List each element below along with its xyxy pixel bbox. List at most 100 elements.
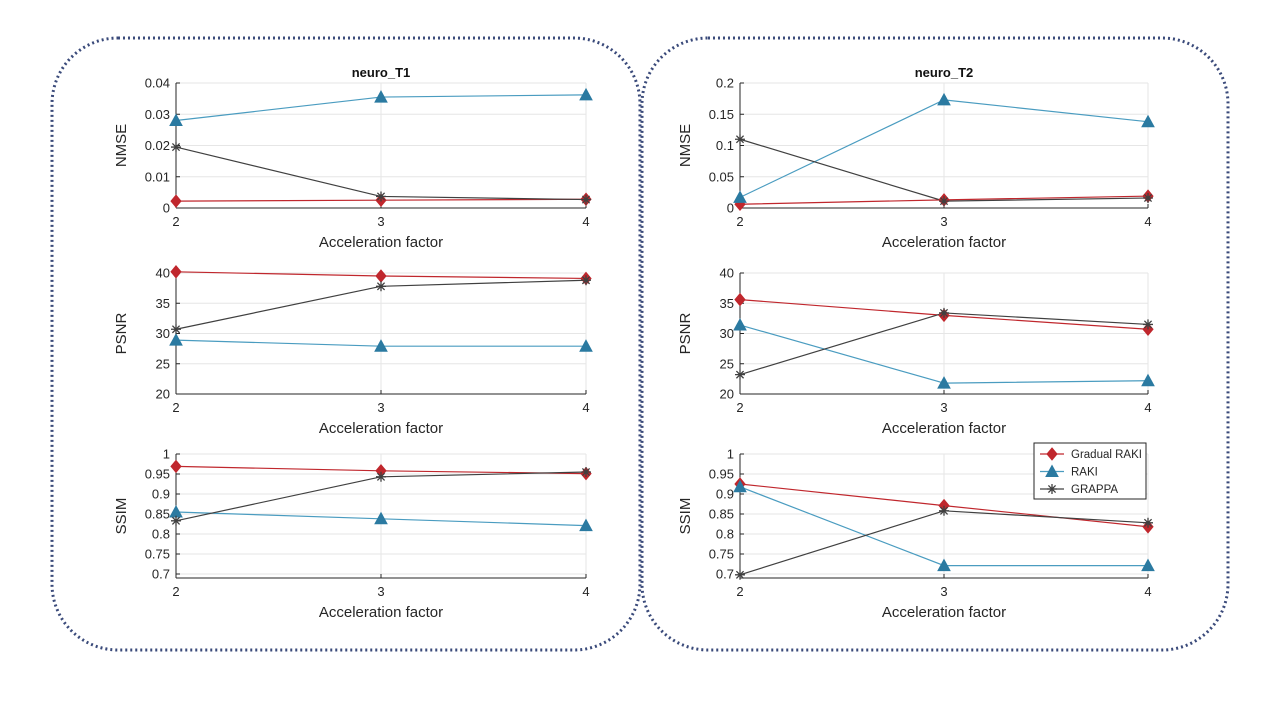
data-point-marker (170, 194, 182, 208)
data-point-marker (171, 142, 181, 153)
data-point-marker (939, 196, 949, 207)
y-tick-label: 0.95 (145, 467, 170, 482)
chart-neuro-t2-ssim: 0.7 0.75 0.8 0.85 0.9 0.95 1 2 3 4 Acceleration fa… (677, 442, 1155, 621)
data-point-marker (579, 518, 593, 532)
data-point-marker (376, 281, 386, 292)
y-tick-label: 0.95 (709, 467, 734, 482)
x-tick-label: 3 (377, 400, 384, 415)
data-point-marker (579, 339, 593, 352)
y-tick-label: 40 (156, 266, 170, 281)
data-point-marker (376, 191, 386, 202)
data-point-marker (733, 317, 747, 331)
y-tick-label: 0.15 (709, 107, 734, 122)
x-tick-label: 4 (582, 400, 589, 415)
x-tick-label: 4 (1144, 400, 1151, 415)
y-axis-label: SSIM (113, 498, 130, 535)
y-tick-label: 0 (727, 201, 734, 216)
y-tick-label: 0.2 (716, 76, 734, 91)
x-tick-label: 2 (736, 584, 743, 599)
data-point-marker (733, 479, 747, 493)
y-tick-label: 0.8 (716, 527, 734, 542)
x-tick-label: 3 (940, 214, 947, 229)
data-point-marker (1143, 319, 1153, 330)
data-point-marker (937, 376, 951, 389)
y-axis-label: SSIM (677, 498, 694, 535)
y-tick-label: 0.9 (152, 487, 170, 502)
y-tick-label: 0.01 (145, 169, 170, 184)
y-tick-label: 0.75 (709, 547, 734, 562)
data-point-marker (581, 275, 591, 286)
y-tick-label: 30 (156, 326, 170, 341)
data-point-marker (735, 134, 745, 145)
series-markers-grappa (735, 307, 1153, 380)
chart-neuro-t1-nmse: 0 0.01 0.02 0.03 0.04 2 3 4 Acceleration factor N… (113, 65, 593, 251)
data-point-marker (170, 265, 182, 279)
x-tick-label: 4 (582, 584, 589, 599)
data-point-marker (734, 292, 746, 307)
data-point-marker (1141, 114, 1155, 128)
chart-title: neuro_T1 (352, 65, 411, 80)
data-point-marker (169, 113, 183, 126)
legend-marker (1045, 464, 1059, 477)
series-markers-gradual-raki (170, 459, 592, 481)
data-point-marker (1143, 193, 1153, 203)
data-point-marker (1143, 517, 1153, 528)
chart-neuro-t1-psnr: 20 25 30 35 40 2 3 4 Acceleration factor PSNR (113, 265, 593, 437)
data-point-marker (939, 505, 949, 516)
legend-label: RAKI (1071, 467, 1098, 479)
data-point-marker (169, 333, 183, 346)
x-tick-label: 3 (940, 584, 947, 599)
data-point-marker (374, 90, 388, 103)
x-tick-label: 3 (940, 400, 947, 415)
series-markers-raki (169, 333, 593, 352)
data-point-marker (939, 307, 949, 318)
y-tick-label: 35 (720, 296, 734, 311)
x-axis-label: Acceleration factor (319, 604, 443, 621)
y-tick-label: 0.04 (145, 76, 170, 91)
series-markers-raki (169, 87, 593, 126)
y-tick-label: 35 (156, 296, 170, 311)
legend: Gradual RAKI RAKI GRAPPA (1033, 442, 1147, 500)
data-point-marker (1141, 373, 1155, 387)
series-markers-raki (169, 504, 593, 532)
series-markers-raki (733, 92, 1155, 203)
series-markers-grappa (735, 505, 1153, 580)
y-tick-label: 0.8 (152, 527, 170, 542)
panel-border-neuro-t1 (50, 36, 642, 652)
data-point-marker (733, 190, 747, 203)
chart-neuro-t2-nmse: 0 0.05 0.1 0.15 0.2 2 3 4 Acceleration factor NMS… (677, 65, 1155, 251)
y-axis-label: NMSE (113, 124, 130, 167)
series-markers-grappa (735, 134, 1153, 207)
y-tick-label: 0.1 (716, 138, 734, 153)
y-tick-label: 0.85 (145, 507, 170, 522)
x-tick-label: 4 (1144, 214, 1151, 229)
data-point-marker (579, 87, 593, 101)
panel-border-neuro-t2 (640, 36, 1230, 652)
y-tick-label: 25 (156, 356, 170, 371)
charts-layer: 0 0.01 0.02 0.03 0.04 2 3 4 Acceleration factor N… (113, 65, 1155, 621)
y-tick-label: 0.7 (152, 567, 170, 582)
x-axis-label: Acceleration factor (882, 604, 1006, 621)
x-tick-label: 2 (172, 584, 179, 599)
y-tick-label: 0.85 (709, 507, 734, 522)
y-tick-label: 1 (727, 447, 734, 462)
x-axis-label: Acceleration factor (319, 234, 443, 251)
y-axis-label: NMSE (677, 124, 694, 167)
x-tick-label: 2 (736, 214, 743, 229)
series-markers-grappa (171, 275, 591, 335)
y-tick-label: 0.05 (709, 169, 734, 184)
x-tick-label: 3 (377, 214, 384, 229)
data-point-marker (374, 339, 388, 352)
data-point-marker (735, 569, 745, 580)
x-axis-label: Acceleration factor (882, 420, 1006, 437)
y-tick-label: 30 (720, 326, 734, 341)
legend-marker (1047, 484, 1057, 494)
chart-neuro-t2-psnr: 20 25 30 35 40 2 3 4 Acceleration factor PSNR (677, 266, 1155, 437)
y-tick-label: 40 (720, 266, 734, 281)
data-point-marker (170, 459, 182, 474)
series-markers-raki (733, 479, 1155, 572)
x-tick-label: 4 (582, 214, 589, 229)
data-point-marker (937, 92, 951, 106)
series-markers-grappa (171, 467, 591, 526)
